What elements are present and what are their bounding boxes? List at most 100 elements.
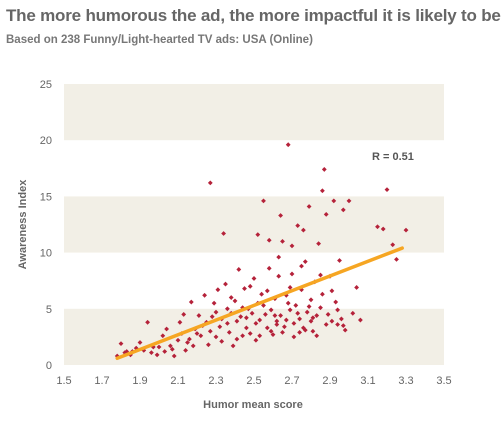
data-point <box>331 198 337 204</box>
y-tick-label: 10 <box>40 248 52 260</box>
data-point <box>285 300 291 306</box>
y-tick-label: 0 <box>46 360 52 372</box>
data-point <box>255 232 261 238</box>
data-point <box>339 316 344 322</box>
data-point <box>194 331 200 336</box>
data-point <box>264 288 270 294</box>
data-point <box>276 273 282 279</box>
data-point <box>211 300 217 306</box>
data-point <box>335 322 340 327</box>
data-point <box>257 333 263 339</box>
data-point <box>380 226 386 232</box>
data-point <box>308 297 314 303</box>
data-point <box>335 307 340 313</box>
data-point <box>375 224 380 230</box>
data-point <box>268 328 274 334</box>
data-point <box>249 310 255 316</box>
x-tick-label: 1.9 <box>132 375 147 387</box>
data-point <box>289 243 295 249</box>
data-point <box>251 276 257 281</box>
data-point <box>316 241 321 247</box>
data-point <box>295 310 301 316</box>
data-point <box>323 211 329 217</box>
trend-line <box>115 246 404 361</box>
data-point <box>215 287 221 293</box>
data-point <box>217 324 223 330</box>
data-point <box>318 305 323 311</box>
data-point <box>403 227 409 233</box>
data-point <box>302 259 308 264</box>
data-point <box>325 312 331 317</box>
correlation-annotation: R = 0.51 <box>372 151 414 163</box>
x-tick-label: 2.3 <box>208 375 223 387</box>
data-point <box>177 319 183 325</box>
data-point <box>257 317 263 323</box>
data-point <box>354 285 359 290</box>
data-point <box>390 242 396 248</box>
data-point <box>291 334 297 340</box>
data-point <box>242 286 247 291</box>
y-tick-label: 20 <box>40 135 52 147</box>
data-point <box>171 353 177 359</box>
x-tick-label: 2.5 <box>246 375 261 387</box>
data-point <box>297 330 302 335</box>
data-point <box>276 254 282 260</box>
data-point <box>306 204 312 209</box>
data-point <box>198 333 204 339</box>
x-tick-label: 3.1 <box>360 375 375 387</box>
data-point <box>114 353 120 359</box>
x-tick-label: 1.5 <box>56 375 71 387</box>
data-point <box>164 326 169 332</box>
data-point <box>207 180 213 186</box>
y-tick-labels: 0 5 10 15 20 25 <box>40 79 52 372</box>
data-point <box>232 298 238 304</box>
data-point <box>320 291 325 297</box>
data-point <box>274 322 280 327</box>
data-point <box>162 349 168 354</box>
data-point <box>342 327 348 333</box>
y-axis-label: Awareness Index <box>17 179 29 270</box>
data-point <box>320 188 325 194</box>
data-point <box>346 198 352 204</box>
data-point <box>384 187 390 193</box>
data-point <box>321 167 327 172</box>
data-point <box>223 281 228 287</box>
data-point <box>274 318 280 324</box>
data-point <box>291 321 297 326</box>
data-point <box>283 317 289 323</box>
data-point <box>295 223 301 229</box>
data-point <box>261 303 266 308</box>
data-point <box>188 299 194 305</box>
x-axis-label: Humor mean score <box>203 399 303 411</box>
data-point <box>394 256 399 262</box>
data-point <box>137 340 143 345</box>
data-point <box>187 336 192 342</box>
data-point <box>160 333 166 339</box>
data-point <box>253 321 259 326</box>
data-point <box>266 265 272 271</box>
data-point <box>149 350 154 356</box>
data-point <box>206 342 211 348</box>
data-point <box>350 310 356 316</box>
data-point <box>280 238 285 244</box>
y-tick-label: 25 <box>40 79 52 91</box>
x-tick-label: 3.5 <box>436 375 451 387</box>
data-point <box>278 213 283 218</box>
data-point <box>268 307 274 313</box>
data-point <box>169 346 175 352</box>
data-point <box>244 325 249 331</box>
data-point <box>318 272 323 278</box>
data-point <box>282 324 287 330</box>
data-point <box>270 332 276 338</box>
data-point <box>240 333 245 339</box>
data-points <box>114 142 409 359</box>
data-point <box>230 343 236 349</box>
data-point <box>358 317 363 323</box>
data-point <box>310 328 316 334</box>
data-point <box>226 330 232 335</box>
data-point <box>278 313 283 318</box>
data-point <box>156 344 162 350</box>
data-point <box>323 322 329 327</box>
data-point <box>302 327 308 333</box>
